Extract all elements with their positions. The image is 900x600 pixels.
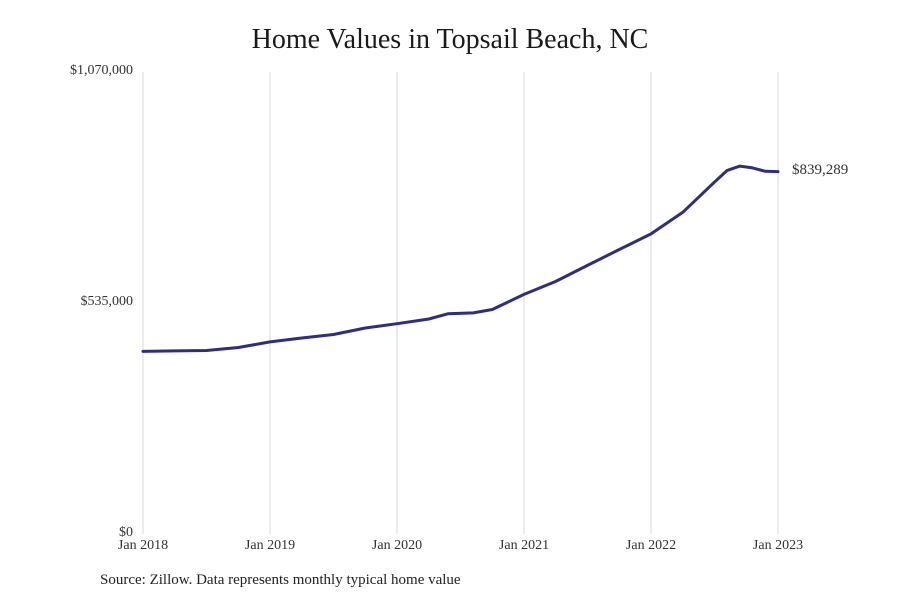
x-tick-label: Jan 2023 (753, 538, 803, 554)
series-end-label: $839,289 (792, 162, 848, 179)
gridlines (143, 72, 778, 534)
source-note: Source: Zillow. Data represents monthly … (100, 572, 461, 589)
chart-svg (0, 0, 900, 600)
x-tick-label: Jan 2020 (372, 538, 422, 554)
x-tick-label: Jan 2022 (626, 538, 676, 554)
y-tick-label: $535,000 (81, 294, 134, 310)
line-series (143, 166, 778, 351)
x-tick-label: Jan 2018 (118, 538, 168, 554)
x-tick-label: Jan 2021 (499, 538, 549, 554)
chart-container: Home Values in Topsail Beach, NC $0$535,… (0, 0, 900, 600)
y-tick-label: $1,070,000 (70, 63, 133, 79)
x-tick-label: Jan 2019 (245, 538, 295, 554)
